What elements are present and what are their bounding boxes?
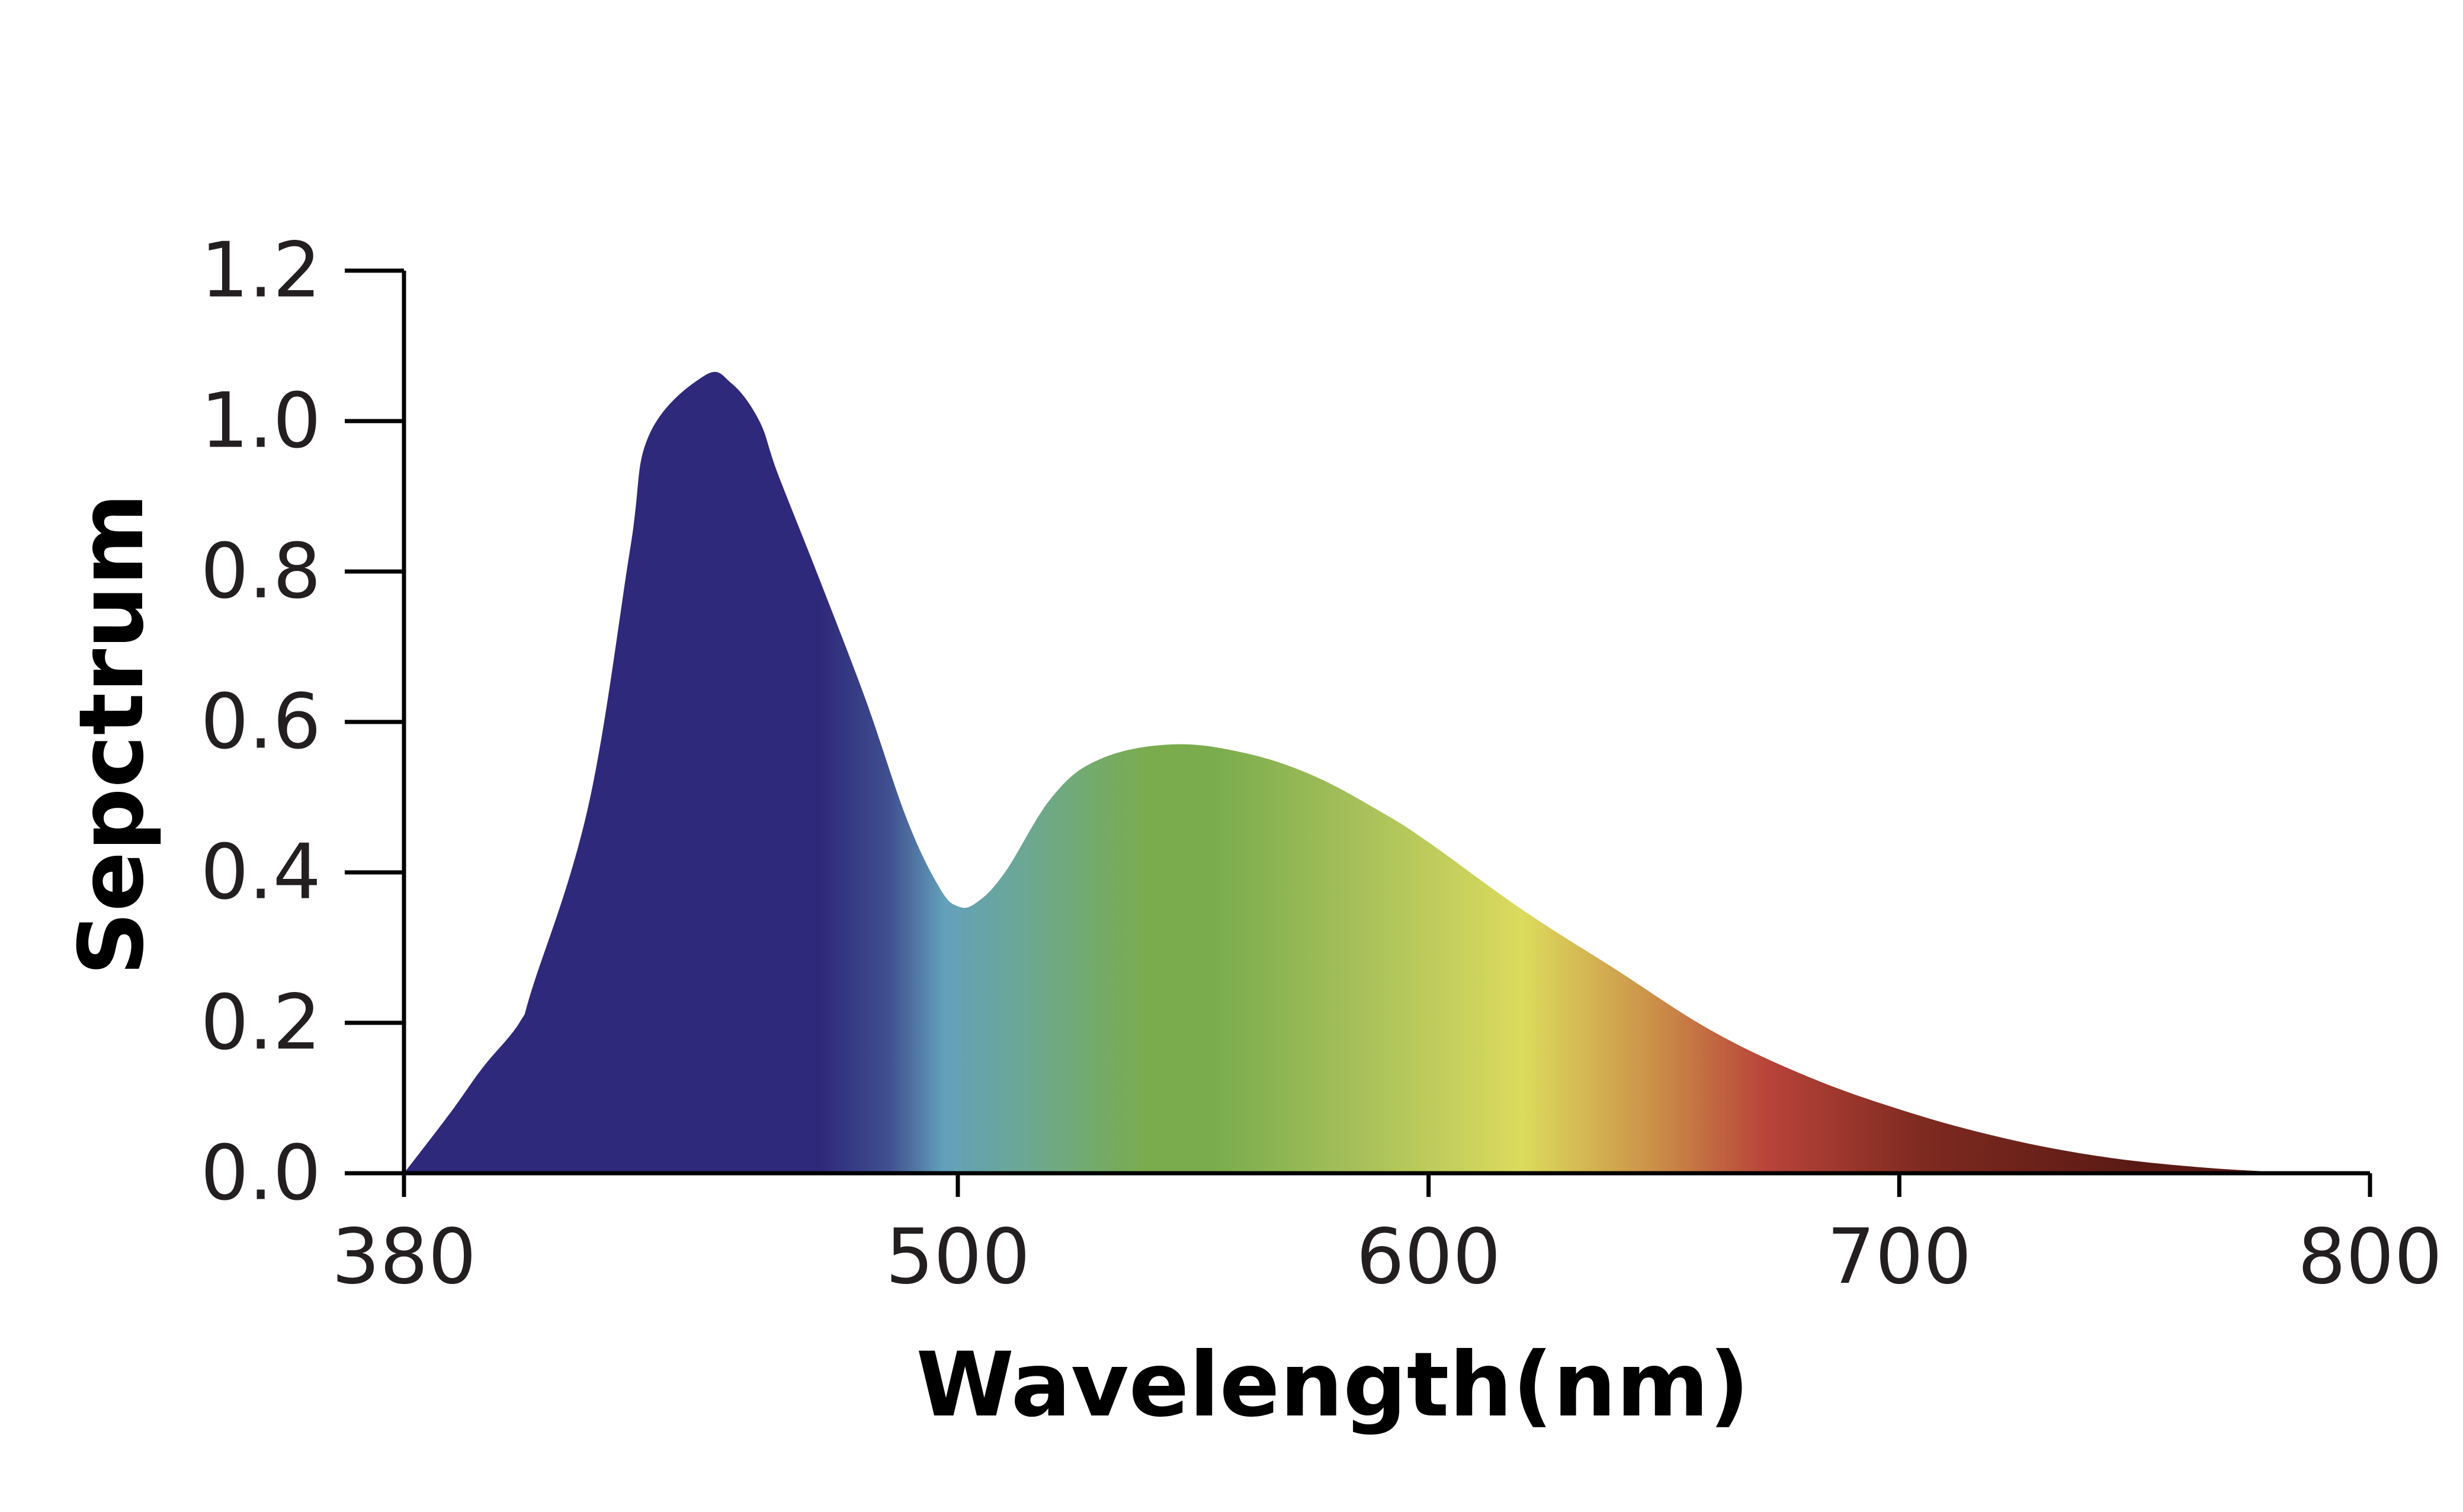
y-tick-label: 0.8: [200, 528, 321, 616]
x-axis-title: Wavelength(nm): [916, 1334, 1750, 1437]
y-axis: 0.0 0.2 0.4 0.6 0.8 1.0 1.2: [200, 227, 406, 1218]
y-tick-label: 0.2: [200, 979, 321, 1067]
plot-area: [404, 371, 2370, 1173]
x-axis: 380 500 600 700 800: [332, 1171, 2442, 1301]
y-tick-label: 0.0: [200, 1129, 321, 1218]
y-tick-label: 1.2: [200, 227, 321, 315]
x-tick-label: 380: [332, 1213, 476, 1301]
y-axis-title: Sepctrum: [60, 493, 163, 976]
y-tick-label: 0.6: [200, 678, 321, 766]
x-tick-label: 800: [2298, 1213, 2442, 1301]
y-tick-label: 1.0: [200, 377, 321, 466]
x-tick-label: 600: [1356, 1213, 1501, 1301]
x-tick-label: 700: [1827, 1213, 1971, 1301]
y-tick-label: 0.4: [200, 829, 321, 917]
spectrum-area: [404, 371, 2370, 1173]
x-tick-label: 500: [886, 1213, 1030, 1301]
